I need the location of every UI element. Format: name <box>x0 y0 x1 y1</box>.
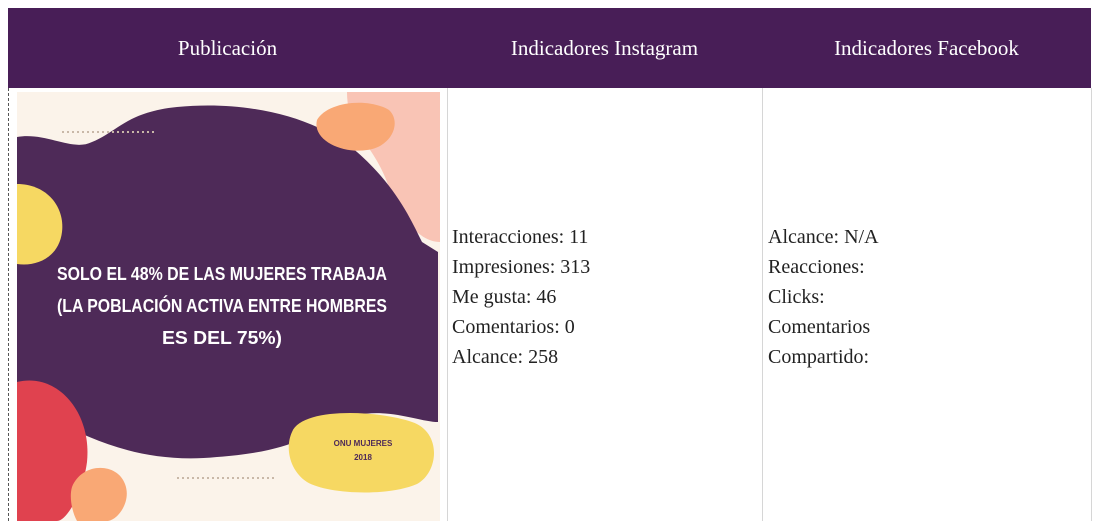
post-source: 2018 <box>354 453 372 462</box>
header-cell: Indicadores Instagram <box>510 36 699 60</box>
metric: Impresiones: 313 <box>452 256 591 278</box>
instagram-cell: Interacciones: 11 Impresiones: 313 Me gu… <box>452 222 590 372</box>
post-text: SOLO EL 48% DE LAS MUJERES TRABAJA <box>57 264 387 284</box>
metric: Comentarios <box>768 316 871 338</box>
metric: Comentarios: 0 <box>452 316 575 338</box>
header-cell: Indicadores Facebook <box>834 36 1019 60</box>
metric: Clicks: <box>768 286 825 308</box>
facebook-cell: Alcance: N/A Reacciones: Clicks: Comenta… <box>768 222 879 372</box>
header-cell: Publicación <box>177 36 278 60</box>
cell-border <box>447 88 448 521</box>
metric: Interacciones: 11 <box>452 226 589 248</box>
post-source: ONU MUJERES <box>334 439 393 448</box>
left-border <box>8 88 9 521</box>
metric: Alcance: 258 <box>452 346 559 368</box>
metric: Reacciones: <box>768 256 865 278</box>
table-header: Publicación Indicadores Instagram Indica… <box>8 8 1091 88</box>
metric: Alcance: N/A <box>768 226 879 248</box>
cell-border <box>1091 88 1092 521</box>
post-image: SOLO EL 48% DE LAS MUJERES TRABAJA (LA P… <box>17 92 440 521</box>
metric: Me gusta: 46 <box>452 286 557 308</box>
metric: Compartido: <box>768 346 870 368</box>
post-text: ES DEL 75%) <box>162 328 282 348</box>
post-text: (LA POBLACIÓN ACTIVA ENTRE HOMBRES <box>57 295 387 316</box>
cell-border <box>762 88 763 521</box>
